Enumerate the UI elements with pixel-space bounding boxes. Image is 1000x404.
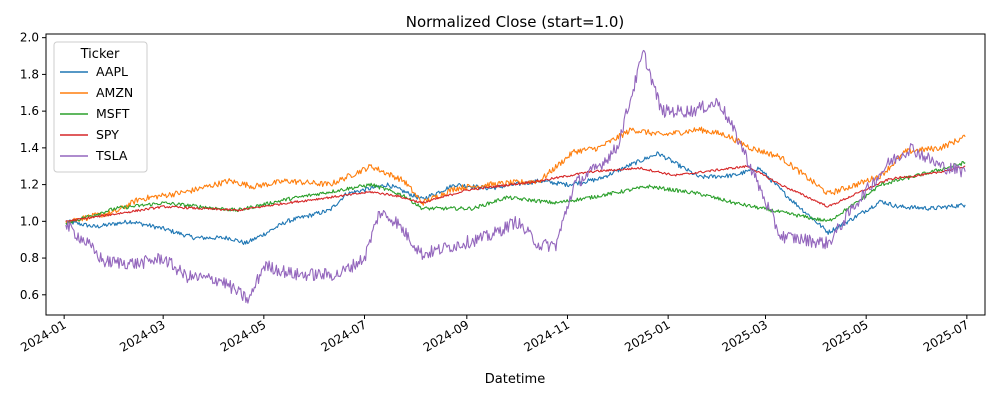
y-tick-label: 1.8 (20, 67, 39, 81)
x-axis: 2024-01 2024-03 2024-05 2024-07 2024-09 2024-… (18, 315, 971, 355)
y-tick-label: 2.0 (20, 31, 39, 45)
x-tick-label: 2025-01 (622, 317, 672, 354)
y-axis: 0.6 0.8 1.0 1.2 1.4 1.6 1.8 2.0 (20, 31, 46, 302)
x-tick-label: 2024-11 (522, 317, 572, 354)
y-tick-label: 1.6 (20, 104, 39, 118)
legend-title: Ticker (80, 47, 120, 62)
axes-frame (45, 33, 986, 316)
x-tick-label: 2024-01 (18, 317, 68, 354)
chart-title: Normalized Close (start=1.0) (406, 13, 625, 31)
series-line-aapl (65, 151, 966, 246)
x-axis-label: Datetime (485, 372, 545, 387)
legend: Ticker AAPL AMZN MSFT SPY TSLA (53, 41, 148, 173)
legend-label-tsla: TSLA (95, 148, 128, 163)
x-tick-label: 2024-09 (421, 317, 471, 354)
y-tick-label: 1.2 (20, 178, 39, 192)
legend-label-msft: MSFT (96, 106, 130, 121)
series-line-spy (65, 164, 966, 222)
x-tick-label: 2024-07 (319, 317, 369, 354)
y-tick-label: 0.6 (20, 288, 39, 302)
y-tick-label: 1.4 (20, 141, 39, 155)
series-line-amzn (65, 126, 966, 224)
legend-label-spy: SPY (96, 127, 119, 142)
legend-label-amzn: AMZN (96, 85, 133, 100)
plot-area (45, 33, 986, 316)
x-tick-label: 2024-03 (117, 317, 167, 354)
x-tick-label: 2025-07 (921, 317, 971, 354)
legend-frame (53, 41, 148, 173)
y-tick-label: 1.0 (20, 214, 39, 228)
legend-label-aapl: AAPL (96, 64, 128, 79)
legend-items: AAPL AMZN MSFT SPY TSLA (60, 64, 133, 163)
series-line-tsla (65, 49, 966, 304)
y-tick-label: 0.8 (20, 251, 39, 265)
series-line-msft (65, 161, 966, 226)
x-tick-label: 2025-03 (720, 317, 770, 354)
x-tick-label: 2024-05 (218, 317, 268, 354)
x-tick-label: 2025-05 (820, 317, 870, 354)
